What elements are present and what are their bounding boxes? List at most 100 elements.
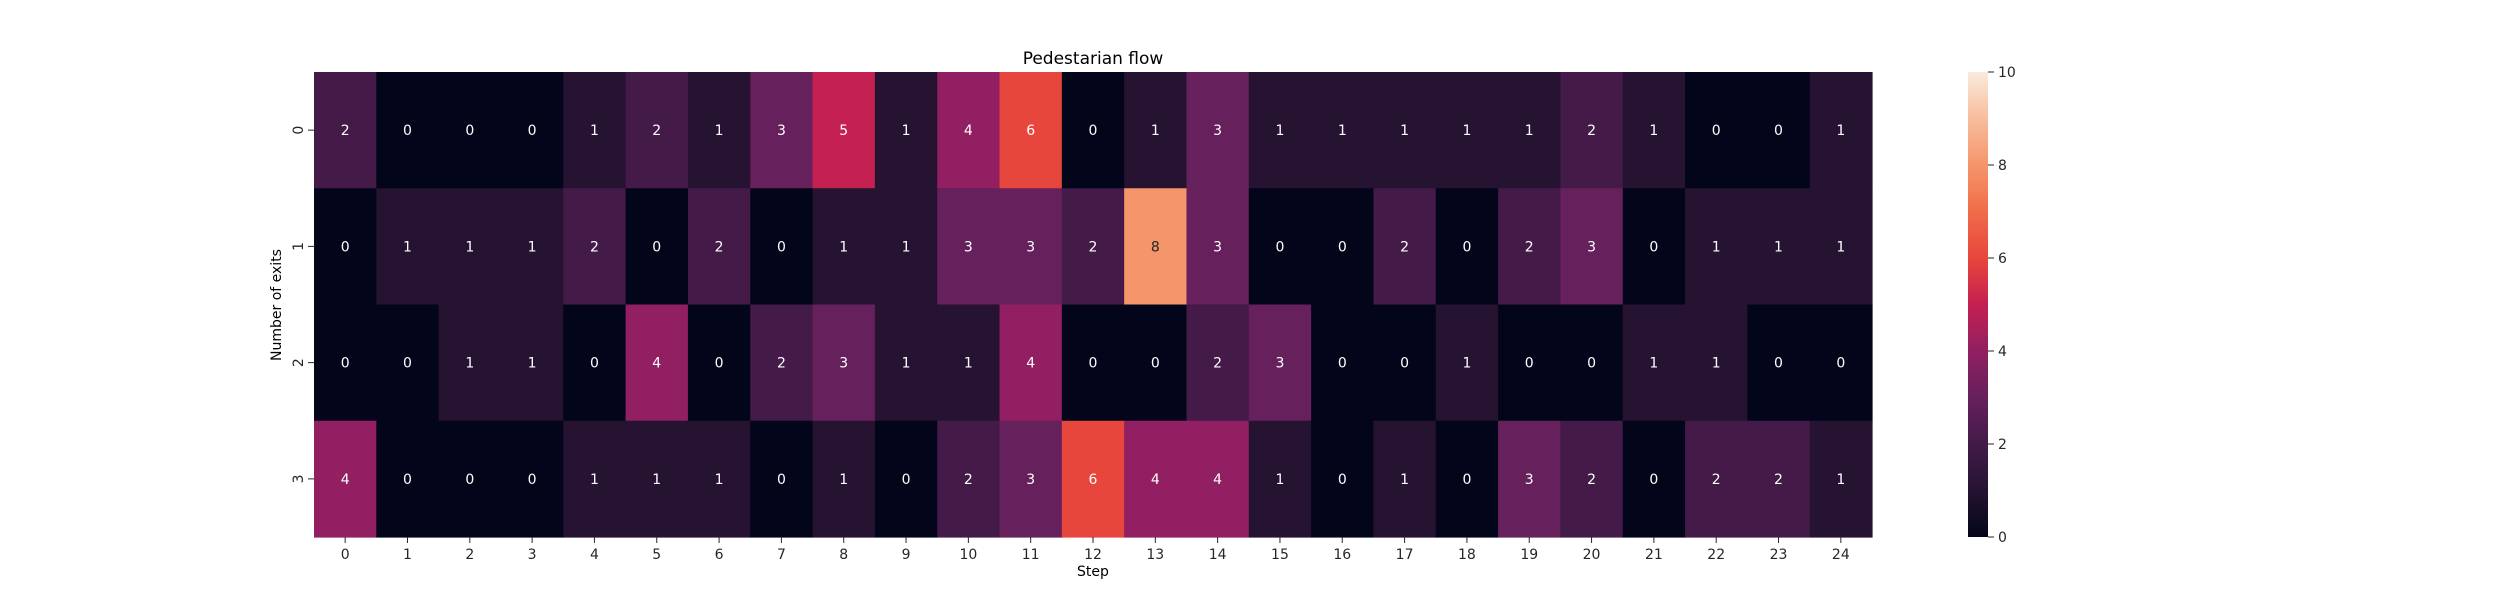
cell-value-label: 3 <box>1525 472 1534 488</box>
heatmap-cell <box>1747 72 1811 189</box>
cell-value-label: 8 <box>1151 239 1160 255</box>
cell-value-label: 3 <box>839 356 848 372</box>
heatmap-cell <box>812 72 876 189</box>
cell-value-label: 0 <box>1712 123 1721 139</box>
cell-value-label: 1 <box>839 239 848 255</box>
heatmap-cell <box>1809 420 1873 538</box>
heatmap-cell <box>1560 188 1624 306</box>
cell-value-label: 0 <box>1525 356 1534 372</box>
cell-value-label: 1 <box>1400 123 1409 139</box>
heatmap-cell <box>376 188 440 306</box>
cell-value-label: 2 <box>1587 123 1596 139</box>
heatmap-cell <box>1747 304 1811 422</box>
x-axis-label: Step <box>1077 564 1109 580</box>
heatmap-cell <box>874 420 938 538</box>
x-tick-label: 10 <box>959 547 977 563</box>
colorbar-tick-label: 8 <box>1998 158 2007 174</box>
x-tick-label: 14 <box>1209 547 1227 563</box>
cell-value-label: 1 <box>1525 123 1534 139</box>
colorbar-axis: 0 2 4 6 8 10 <box>1988 65 2016 546</box>
cell-value-label: 2 <box>1712 472 1721 488</box>
heatmap-cell <box>1685 72 1748 189</box>
heatmap-cell <box>563 420 627 538</box>
heatmap-cell <box>1622 304 1686 422</box>
cell-value-label: 0 <box>590 356 599 372</box>
cell-value-label: 3 <box>1026 239 1035 255</box>
heatmap-cell <box>687 188 751 306</box>
heatmap-cell <box>563 304 627 422</box>
cell-value-label: 2 <box>341 123 350 139</box>
colorbar-tick-label: 6 <box>1998 251 2007 267</box>
cell-value-label: 2 <box>1089 239 1098 255</box>
heatmap-cell <box>937 72 1001 189</box>
heatmap-cell <box>563 188 627 306</box>
heatmap-cell <box>687 72 751 189</box>
cell-value-label: 1 <box>1836 472 1845 488</box>
heatmap-cell <box>1435 420 1499 538</box>
heatmap-cell <box>1124 72 1188 189</box>
heatmap-cell <box>376 420 440 538</box>
x-tick-label: 4 <box>590 547 599 563</box>
heatmap-cell <box>1311 420 1375 538</box>
heatmap-cell <box>1373 188 1437 306</box>
cell-value-label: 1 <box>839 472 848 488</box>
cell-value-label: 3 <box>964 239 973 255</box>
cell-value-label: 0 <box>715 356 724 372</box>
heatmap-cell <box>1124 304 1188 422</box>
cell-value-label: 1 <box>902 356 911 372</box>
cell-value-label: 2 <box>1774 472 1783 488</box>
heatmap-cell <box>1373 420 1437 538</box>
heatmap-cell <box>314 304 377 422</box>
heatmap-cell <box>1560 304 1624 422</box>
cell-value-label: 0 <box>1400 356 1409 372</box>
x-tick-label: 23 <box>1770 547 1788 563</box>
heatmap-cell <box>937 420 1001 538</box>
heatmap-cell <box>1685 420 1748 538</box>
heatmap-cell <box>687 304 751 422</box>
heatmap-cell <box>1685 304 1748 422</box>
heatmap-cell <box>438 420 502 538</box>
cell-value-label: 0 <box>652 239 661 255</box>
heatmap-cell <box>1498 72 1561 189</box>
cell-value-label: 1 <box>528 239 537 255</box>
cell-value-label: 3 <box>1213 123 1222 139</box>
cell-value-label: 4 <box>1213 472 1222 488</box>
cell-value-label: 1 <box>964 356 973 372</box>
cell-value-label: 0 <box>1462 239 1471 255</box>
cell-value-label: 1 <box>465 239 474 255</box>
heatmap-cell <box>1248 188 1312 306</box>
cell-value-label: 0 <box>1774 123 1783 139</box>
heatmap-cell <box>750 72 814 189</box>
heatmap-cell <box>1498 188 1561 306</box>
x-axis: 0 1 2 3 4 5 6 7 8 9 10 11 12 13 14 15 16 17 18 19 20 21 22 23 24 <box>341 537 1850 563</box>
cell-value-label: 1 <box>1774 239 1783 255</box>
x-tick-label: 21 <box>1645 547 1663 563</box>
heatmap-cell <box>812 188 876 306</box>
x-tick-label: 8 <box>839 547 848 563</box>
heatmap-cell <box>1435 188 1499 306</box>
cell-value-label: 0 <box>465 472 474 488</box>
y-axis: 0 1 2 3 <box>291 126 314 483</box>
x-tick-label: 19 <box>1520 547 1538 563</box>
x-tick-label: 20 <box>1583 547 1601 563</box>
heatmap-cell <box>1311 304 1375 422</box>
x-tick-label: 24 <box>1832 547 1850 563</box>
colorbar-tick-label: 4 <box>1998 344 2007 360</box>
cell-value-label: 0 <box>1338 239 1347 255</box>
cell-value-label: 2 <box>1587 472 1596 488</box>
heatmap-cell <box>1622 420 1686 538</box>
heatmap-cell <box>438 304 502 422</box>
chart-title: Pedestarian flow <box>1023 49 1164 69</box>
cell-value-label: 1 <box>590 123 599 139</box>
x-tick-label: 5 <box>652 547 661 563</box>
heatmap-cell <box>1186 304 1250 422</box>
cell-value-label: 4 <box>341 472 350 488</box>
x-tick-label: 13 <box>1146 547 1164 563</box>
heatmap-cell <box>999 304 1063 422</box>
heatmap-cell <box>1435 72 1499 189</box>
cell-value-label: 0 <box>403 123 412 139</box>
cell-value-label: 1 <box>715 472 724 488</box>
heatmap-cell <box>1747 420 1811 538</box>
cell-value-label: 6 <box>1089 472 1098 488</box>
heatmap-cell <box>1311 72 1375 189</box>
